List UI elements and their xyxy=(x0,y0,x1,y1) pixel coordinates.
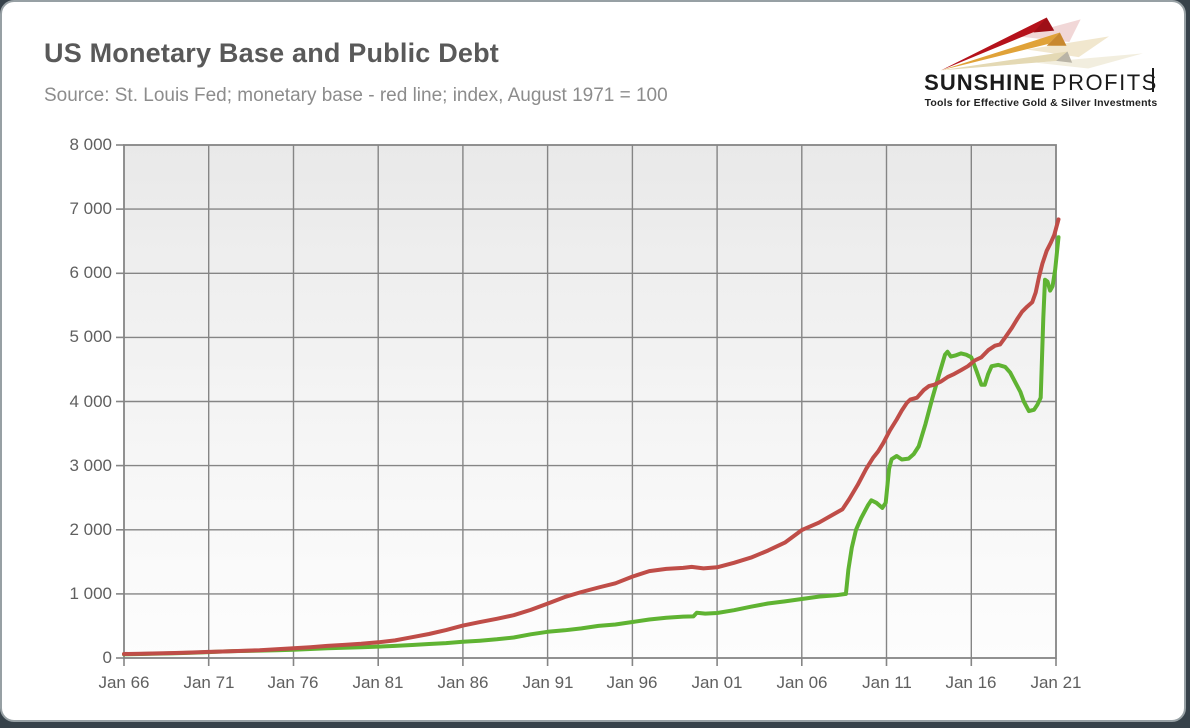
brand-name: SUNSHINE PROFITS xyxy=(920,68,1162,95)
brand-name-sunshine: SUNSHINE xyxy=(924,70,1046,95)
y-axis-tick-label: 6 000 xyxy=(69,263,112,282)
x-axis-tick-label: Jan 81 xyxy=(352,673,404,692)
y-axis-tick-label: 3 000 xyxy=(69,456,112,475)
x-axis-tick-label: Jan 91 xyxy=(522,673,574,692)
series-line-green xyxy=(122,235,1061,657)
x-axis-tick-label: Jan 86 xyxy=(437,673,489,692)
y-axis-tick-label: 0 xyxy=(102,648,112,667)
sunshine-profits-logo: SUNSHINE PROFITS Tools for Effective Gol… xyxy=(920,8,1162,124)
x-axis-tick-label: Jan 21 xyxy=(1030,673,1082,692)
x-axis-tick-label: Jan 06 xyxy=(776,673,828,692)
logo-arrows-icon xyxy=(940,17,1143,71)
arrow-shadow-gold xyxy=(1026,36,1109,58)
y-axis-tick-label: 4 000 xyxy=(69,392,112,411)
x-axis-tick-label: Jan 76 xyxy=(267,673,319,692)
x-axis-tick-label: Jan 96 xyxy=(606,673,658,692)
arrow-shadow-beige xyxy=(1036,53,1143,69)
x-axis-tick-label: Jan 71 xyxy=(183,673,235,692)
y-axis-tick-label: 8 000 xyxy=(69,135,112,154)
series-line-red xyxy=(122,217,1061,656)
brand-name-profits: PROFITS xyxy=(1051,68,1158,95)
x-axis-tick-label: Jan 16 xyxy=(945,673,997,692)
page-title: US Monetary Base and Public Debt xyxy=(44,38,499,68)
y-axis-tick-label: 5 000 xyxy=(69,327,112,346)
source-note: Source: St. Louis Fed; monetary base - r… xyxy=(44,85,668,106)
arrow-red xyxy=(940,17,1047,71)
arrow-beige-head xyxy=(1056,51,1073,63)
y-axis-tick-label: 7 000 xyxy=(69,199,112,218)
y-axis-tick-label: 2 000 xyxy=(69,520,112,539)
y-axis-tick-label: 1 000 xyxy=(69,584,112,603)
brand-tagline: Tools for Effective Gold & Silver Invest… xyxy=(924,97,1158,109)
arrow-red-head xyxy=(1033,17,1055,33)
arrow-beige xyxy=(940,51,1068,71)
arrow-gold-head xyxy=(1046,32,1067,46)
arrow-gold xyxy=(940,32,1060,71)
plot-border xyxy=(123,144,1057,659)
stylized-dollar-stroke xyxy=(1151,68,1154,92)
x-axis-tick-label: Jan 01 xyxy=(691,673,743,692)
x-axis-tick-label: Jan 66 xyxy=(98,673,150,692)
x-axis-tick-label: Jan 11 xyxy=(862,673,912,692)
